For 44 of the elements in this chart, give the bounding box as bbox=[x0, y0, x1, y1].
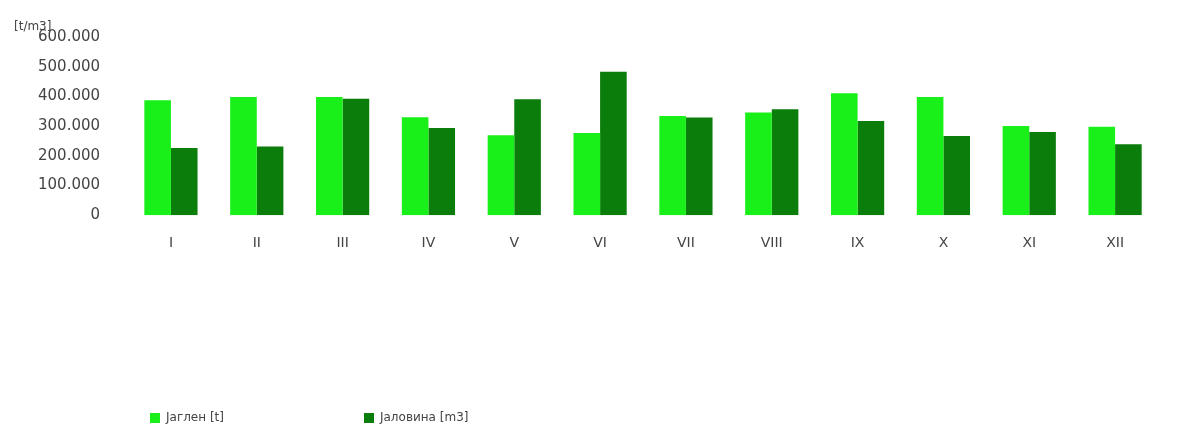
x-tick-label: I bbox=[168, 234, 174, 251]
bar bbox=[256, 146, 284, 216]
bar bbox=[943, 135, 971, 216]
x-tick-label: XII bbox=[1106, 234, 1125, 251]
x-tick-label: II bbox=[252, 234, 261, 251]
y-tick-label: 300.000 bbox=[38, 115, 101, 134]
bar bbox=[428, 127, 456, 216]
bar bbox=[401, 117, 429, 216]
bar bbox=[342, 98, 370, 216]
bar bbox=[1115, 144, 1142, 216]
y-tick-label: 0 bbox=[90, 205, 101, 224]
x-tick-label: X bbox=[938, 234, 949, 251]
y-tick-label: 200.000 bbox=[38, 145, 101, 164]
bar bbox=[659, 116, 686, 216]
x-tick-label: XI bbox=[1022, 234, 1037, 251]
bar bbox=[685, 117, 713, 216]
bar bbox=[514, 99, 541, 216]
bar bbox=[170, 148, 198, 216]
bar bbox=[1088, 126, 1116, 216]
legend-label: Јаглен [t] bbox=[165, 410, 224, 425]
y-tick-label: 500.000 bbox=[38, 56, 101, 75]
legend-label: Јаловина [m3] bbox=[378, 410, 469, 425]
bar bbox=[857, 121, 885, 216]
x-tick-label: VI bbox=[593, 234, 607, 251]
bar bbox=[144, 100, 171, 216]
x-tick-label: IX bbox=[850, 234, 865, 251]
bar bbox=[1029, 132, 1056, 216]
bar bbox=[830, 93, 858, 216]
x-tick-label: V bbox=[509, 234, 520, 251]
bar bbox=[230, 96, 257, 216]
bar bbox=[745, 112, 772, 216]
bar bbox=[771, 109, 799, 216]
bar bbox=[316, 96, 343, 216]
x-tick-label: VII bbox=[677, 234, 695, 251]
y-tick-label: 100.000 bbox=[38, 175, 101, 194]
bar bbox=[1002, 126, 1030, 216]
bar bbox=[487, 135, 515, 216]
x-tick-label: VIII bbox=[760, 234, 783, 251]
y-tick-label: 400.000 bbox=[38, 86, 101, 105]
bar bbox=[573, 132, 601, 216]
bar bbox=[916, 96, 944, 216]
x-tick-label: IV bbox=[421, 234, 436, 251]
bar bbox=[600, 71, 627, 216]
x-tick-label: III bbox=[336, 234, 349, 251]
